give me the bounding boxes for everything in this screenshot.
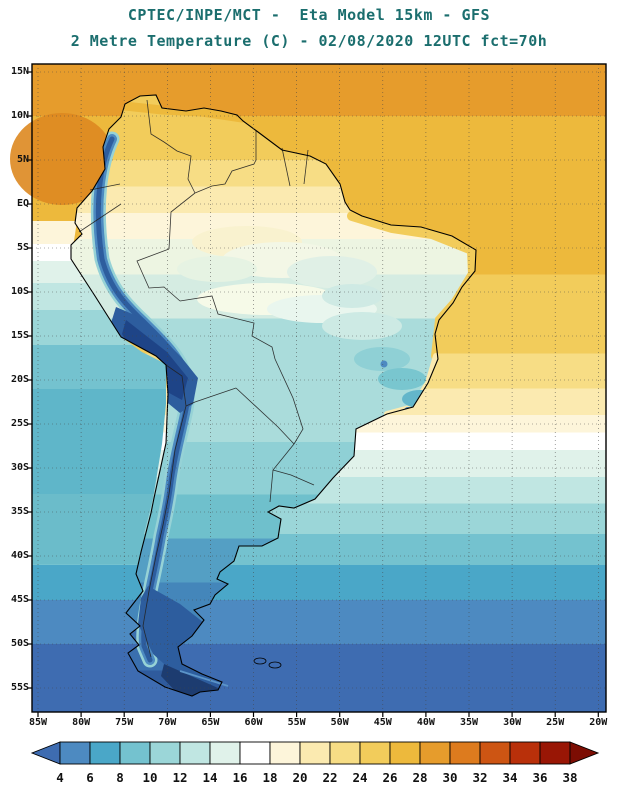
colorbar-tick-label: 26 xyxy=(382,770,397,785)
lon-tick-label: 30W xyxy=(503,717,522,728)
lat-tick-label: 10S xyxy=(10,286,29,297)
magellan-strait xyxy=(179,670,229,687)
lat-tick-label: 20S xyxy=(10,374,29,385)
colorbar-tick-label: 36 xyxy=(532,770,547,785)
chart-title: CPTEC/INPE/MCT - Eta Model 15km - GFS xyxy=(127,6,491,24)
chart-subtitle: 2 Metre Temperature (C) - 02/08/2020 12U… xyxy=(70,32,548,50)
colorbar-tick-label: 8 xyxy=(116,770,124,785)
lat-tick-label: 10N xyxy=(10,110,29,121)
colorbar-tick-label: 18 xyxy=(262,770,277,785)
warm-patch-northwest xyxy=(10,113,114,205)
lat-tick-label: 50S xyxy=(10,638,29,649)
colorbar-tick-label: 22 xyxy=(322,770,337,785)
colorbar-tick-label: 38 xyxy=(562,770,577,785)
lon-tick-label: 40W xyxy=(416,717,435,728)
colorbar-tick-label: 12 xyxy=(172,770,187,785)
lon-tick-label: 35W xyxy=(459,717,479,728)
colorbar: 4 6 8 10 12 14 16 18 20 22 24 26 28 30 32 34 36 38 xyxy=(30,741,600,787)
colorbar-tick-label: 6 xyxy=(86,770,94,785)
colorbar-tick-label: 30 xyxy=(442,770,457,785)
colorbar-tick-label: 20 xyxy=(292,770,307,785)
colorbar-tick-label: 14 xyxy=(202,770,217,785)
lon-tick-label: 70W xyxy=(158,717,177,728)
country-borders xyxy=(78,99,315,658)
lat-tick-label: 5S xyxy=(16,242,29,253)
lat-tick-label: 55S xyxy=(10,682,29,693)
lon-tick-label: 25W xyxy=(546,717,565,728)
temperature-map xyxy=(10,63,607,717)
lat-tick-label: 5N xyxy=(16,154,29,165)
coastline xyxy=(70,94,477,697)
map-frame xyxy=(31,63,607,713)
lat-tick-label: EQ xyxy=(16,198,29,209)
colorbar-tick-label: 16 xyxy=(232,770,247,785)
lon-tick-label: 65W xyxy=(201,717,220,728)
colorbar-tick-label: 24 xyxy=(352,770,367,785)
lat-tick-label: 30S xyxy=(10,462,29,473)
lon-tick-label: 85W xyxy=(28,717,48,728)
falkland-islands xyxy=(253,657,282,669)
lon-tick-label: 55W xyxy=(287,717,306,728)
axis-ticks xyxy=(27,71,599,717)
lon-tick-label: 60W xyxy=(244,717,263,728)
colorbar-tick-label: 4 xyxy=(56,770,64,785)
lat-tick-label: 25S xyxy=(10,418,29,429)
grid-lines xyxy=(32,64,606,712)
pacific-cold-current-field xyxy=(32,221,166,564)
land-temperature-field xyxy=(71,95,476,696)
colorbar-tick-label: 28 xyxy=(412,770,427,785)
lat-tick-label: 15N xyxy=(10,66,29,77)
land-detail-overlays xyxy=(90,101,476,696)
colorbar-tick-label: 32 xyxy=(472,770,487,785)
lon-tick-label: 20W xyxy=(589,717,608,728)
colorbar-tick-label: 10 xyxy=(142,770,157,785)
lat-tick-label: 15S xyxy=(10,330,29,341)
colorbar-tick-label: 34 xyxy=(502,770,517,785)
lon-tick-label: 45W xyxy=(373,717,392,728)
lon-tick-label: 75W xyxy=(115,717,134,728)
colorbar-svg: 4 6 8 10 12 14 16 18 20 22 24 26 28 30 32 34 36 38 xyxy=(30,741,600,785)
lat-tick-label: 35S xyxy=(10,506,29,517)
lat-tick-label: 45S xyxy=(10,594,29,605)
lon-tick-label: 80W xyxy=(72,717,91,728)
lon-tick-label: 50W xyxy=(330,717,349,728)
lat-tick-label: 40S xyxy=(10,550,29,561)
